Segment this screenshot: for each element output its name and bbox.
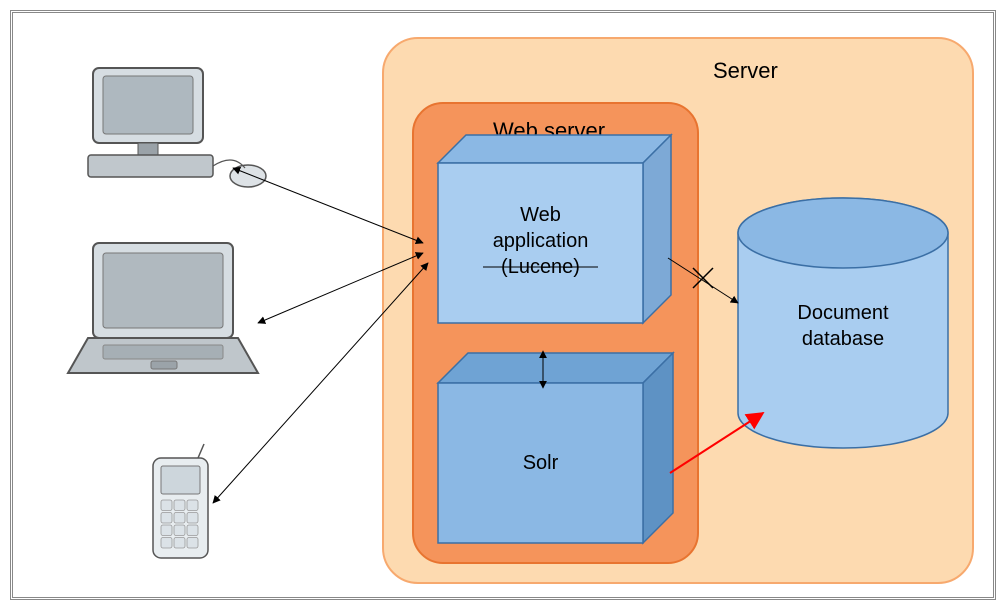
solr-label: Solr xyxy=(523,452,559,474)
laptop-client-icon xyxy=(68,243,258,373)
diagram-frame: Server Web server Web application (Lucen… xyxy=(10,10,996,600)
architecture-diagram: Server Web server Web application (Lucen… xyxy=(13,13,993,597)
phone-client-icon xyxy=(153,444,208,558)
server-label: Server xyxy=(713,58,778,83)
webapp-label-1: Web xyxy=(520,204,561,226)
solr-box: Solr xyxy=(438,353,673,543)
database-cylinder: Document database xyxy=(738,198,948,448)
desktop-client-icon xyxy=(88,68,266,187)
webapp-label-2: application xyxy=(493,230,589,252)
webapp-box: Web application (Lucene) xyxy=(438,135,671,323)
database-label-1: Document xyxy=(797,302,889,324)
database-label-2: database xyxy=(802,328,884,350)
